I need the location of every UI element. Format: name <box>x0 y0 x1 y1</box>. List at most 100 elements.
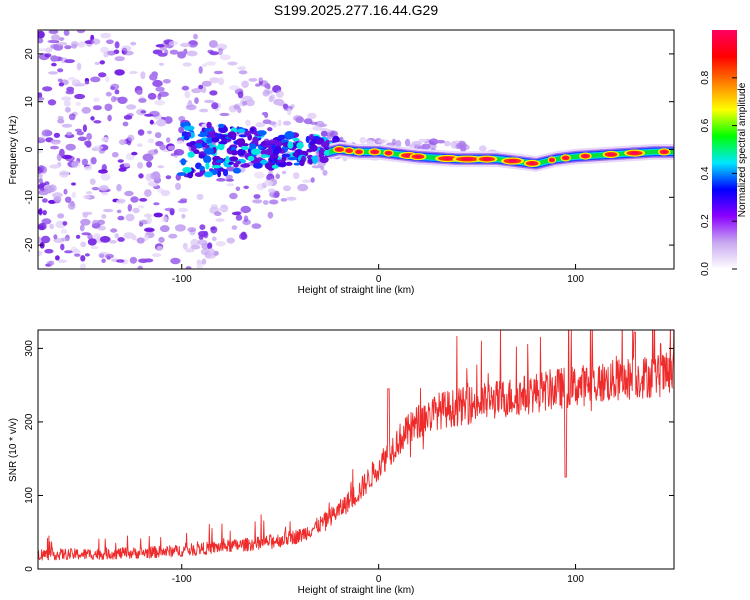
spectrogram-noise-blob <box>243 185 249 189</box>
spectrogram-noise-blob <box>225 174 233 180</box>
spectrogram-noise-blob <box>117 237 125 242</box>
spectrogram-noise-blob <box>63 188 68 195</box>
spectrogram-noise-blob <box>75 128 82 132</box>
spectrogram-noise-blob <box>57 118 65 124</box>
spectrogram-noise-blob <box>187 100 193 106</box>
spectrogram-noise-blob <box>106 39 114 45</box>
spectrogram-noise-blob <box>158 62 165 66</box>
spectrogram-noise-blob <box>248 78 258 82</box>
spectrogram-noise-blob <box>201 63 207 67</box>
spectrogram-noise-blob <box>100 173 111 181</box>
spectrogram-noise-blob <box>188 40 198 48</box>
spectrogram-hotspot-magenta <box>563 156 568 160</box>
spectrogram-noise-blob <box>262 200 269 205</box>
spectrogram-noise-blob <box>218 47 223 56</box>
spectrogram-noise-blob <box>225 178 234 182</box>
spectrogram-noise-blob <box>99 185 109 191</box>
spectrogram-noise-blob <box>38 173 43 179</box>
spectrogram-noise-blob <box>103 208 114 213</box>
spectrogram-noise-blob <box>90 157 97 165</box>
spectrogram-noise-blob <box>210 204 219 209</box>
spectrogram-noise-blob <box>176 140 184 144</box>
spectrogram-noise-blob <box>63 100 71 107</box>
spectrogram-noise-blob <box>66 131 73 136</box>
spectrogram-noise-blob <box>105 91 112 97</box>
spectrogram-noise-blob <box>68 113 76 121</box>
spectrogram-noise-blob <box>203 99 215 104</box>
spectrogram-noise-blob <box>252 199 263 204</box>
spectrogram-noise-blob <box>38 96 45 101</box>
spectrogram-xlabel: Height of straight line (km) <box>298 285 415 296</box>
spectrogram-noise-blob <box>262 119 272 124</box>
spectrogram-cluster-blob <box>211 165 222 169</box>
spectrogram-noise-blob <box>159 144 166 151</box>
spectrogram-noise-blob <box>99 236 111 243</box>
spectrogram-noise-blob <box>418 138 428 142</box>
spectrogram-cluster-blob <box>216 159 223 163</box>
spectrogram-noise-blob <box>42 86 53 92</box>
spectrogram-noise-blob <box>218 77 225 86</box>
spectrogram-cluster-blob <box>306 148 313 153</box>
spectrogram-noise-blob <box>64 59 75 64</box>
spectrogram-noise-blob <box>101 258 106 263</box>
spectrogram-noise-blob <box>57 115 64 121</box>
spectrogram-noise-blob <box>51 141 61 145</box>
spectrogram-noise-blob <box>41 218 52 225</box>
spectrogram-noise-blob <box>105 75 110 83</box>
spectrogram-cluster-blob <box>187 151 195 158</box>
spectrogram-noise-blob <box>170 153 176 157</box>
spectrogram-cluster-blob <box>241 146 250 150</box>
spectrogram-noise-blob <box>84 253 90 257</box>
spectrogram-cluster-blob <box>275 140 283 147</box>
spectrogram-cluster-blob <box>225 155 230 164</box>
spectrogram-cluster-blob <box>311 155 319 161</box>
spectrogram-noise-blob <box>160 189 171 197</box>
spectrogram-noise-blob <box>297 183 309 192</box>
spectrogram-plot-area <box>38 30 674 269</box>
spectrogram-noise-blob <box>310 177 315 183</box>
spectrogram-hotspot-magenta <box>347 149 352 152</box>
spectrogram-noise-blob <box>152 253 162 257</box>
spectrogram-noise-blob <box>149 172 161 181</box>
spectrogram-noise-blob <box>229 192 238 200</box>
spectrogram-noise-blob <box>65 196 72 203</box>
spectrogram-cluster-blob <box>183 121 191 128</box>
spectrogram-noise-blob <box>117 96 128 105</box>
spectrogram-noise-blob <box>75 234 81 239</box>
spectrogram-noise-blob <box>87 233 93 240</box>
spectrogram-noise-blob <box>194 97 199 104</box>
spectrogram-noise-blob <box>242 100 248 106</box>
spectrogram-noise-blob <box>287 108 292 116</box>
spectrogram-noise-blob <box>366 139 373 145</box>
spectrogram-noise-blob <box>114 56 125 62</box>
spectrogram-noise-blob <box>101 164 107 172</box>
spectrogram-noise-blob <box>114 233 119 239</box>
colorbar-tick-label: 0.8 <box>700 70 711 84</box>
snr-frame <box>37 329 675 570</box>
spectrogram-noise-blob <box>42 198 48 203</box>
spectrogram-noise-blob <box>235 186 241 192</box>
spectrogram-noise-blob <box>160 225 170 233</box>
spectrogram-noise-blob <box>138 205 145 209</box>
spectrogram-noise-blob <box>127 204 132 212</box>
spectrogram-noise-blob <box>53 132 61 138</box>
spectrogram-noise-blob <box>44 248 54 254</box>
spectrogram-noise-blob <box>185 104 197 111</box>
spectrogram-ytick-label: 20 <box>24 48 35 60</box>
spectrogram-hotspot-magenta <box>336 148 342 151</box>
spectrogram-ridge-band <box>329 146 674 167</box>
spectrogram-noise-blob <box>239 232 248 240</box>
spectrogram-noise-blob <box>156 119 167 127</box>
spectrogram-noise-blob <box>301 179 313 183</box>
spectrogram-noise-blob <box>137 265 143 269</box>
spectrogram-cluster-blob <box>204 144 210 149</box>
spectrogram-noise-blob <box>74 93 86 100</box>
spectrogram-noise-blob <box>81 158 88 166</box>
spectrogram-cluster-blob <box>274 145 282 154</box>
spectrogram-noise-blob <box>231 211 241 216</box>
spectrogram-noise-blob <box>99 60 106 65</box>
spectrogram-cluster-blob <box>227 131 237 139</box>
spectrogram-hotspot-magenta <box>461 157 473 161</box>
spectrogram-noise-blob <box>211 102 219 110</box>
spectrogram-hotspot-magenta <box>583 154 588 158</box>
